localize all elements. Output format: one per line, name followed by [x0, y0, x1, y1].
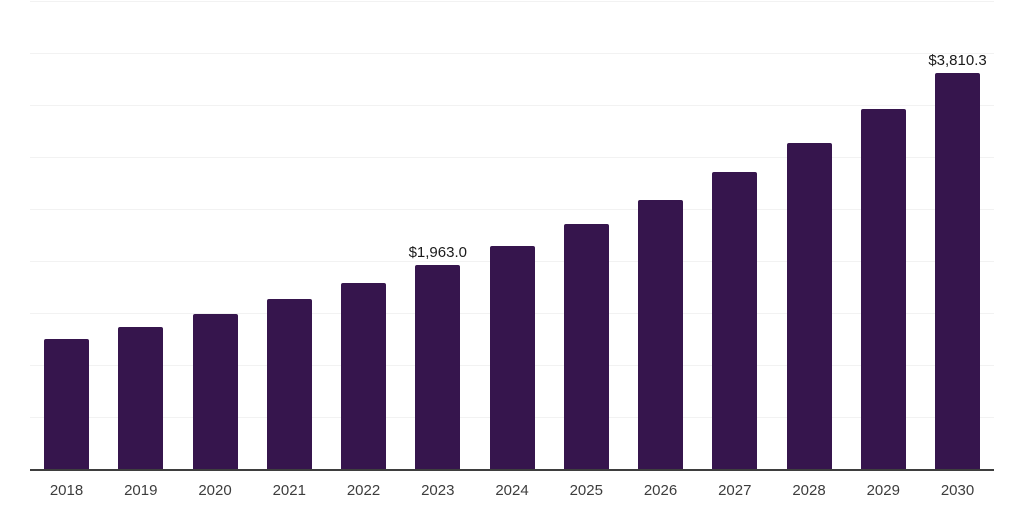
bar-value-label-2030: $3,810.3 [928, 51, 987, 69]
bar-cell-2024 [489, 245, 535, 469]
x-tick-2024: 2024 [495, 482, 529, 499]
x-axis-labels: 2018 2019 2020 2021 2022 2023 2024 2025 2026 2027… [30, 481, 994, 501]
bar-2023 [415, 264, 461, 469]
bar-2029 [860, 109, 906, 469]
x-tick-2027: 2027 [718, 482, 752, 499]
plot-area: $1,963.0 $3,810.3 [30, 1, 994, 471]
x-tick-2025: 2025 [569, 482, 603, 499]
bar-value-label-2023: $1,963.0 [408, 243, 467, 261]
x-tick-2022: 2022 [346, 482, 381, 499]
x-tick-2028: 2028 [792, 482, 826, 499]
bar-2025 [563, 223, 609, 469]
bar-2024 [489, 245, 535, 469]
bar-cell-2022 [341, 282, 386, 469]
bar-2028 [786, 143, 832, 469]
bar-2026 [638, 199, 683, 469]
bar-cell-2025 [563, 223, 609, 469]
x-tick-2030: 2030 [940, 482, 975, 499]
bar-2030 [935, 72, 980, 469]
x-tick-2019: 2019 [124, 482, 158, 499]
x-tick-2020: 2020 [198, 482, 232, 499]
bar-cell-2021 [266, 298, 312, 469]
bar-2020 [192, 314, 238, 469]
x-tick-2018: 2018 [49, 482, 84, 499]
bar-2022 [341, 282, 386, 469]
x-tick-2026: 2026 [643, 482, 678, 499]
bar-cell-2027 [712, 172, 758, 469]
bar-cell-2030: $3,810.3 [928, 52, 987, 469]
bar-cell-2018 [44, 339, 89, 469]
bar-2018 [44, 339, 89, 469]
x-tick-2021: 2021 [272, 482, 306, 499]
bar-cell-2029 [860, 109, 906, 469]
bar-cell-2023: $1,963.0 [409, 244, 467, 469]
bar-cell-2028 [786, 143, 832, 469]
bar-cell-2019 [118, 327, 164, 469]
bars: $1,963.0 $3,810.3 [30, 1, 994, 469]
bar-cell-2020 [192, 314, 238, 469]
bar-2019 [118, 327, 164, 469]
bar-cell-2026 [638, 199, 683, 469]
x-tick-2029: 2029 [866, 482, 900, 499]
bar-2027 [712, 172, 758, 469]
bar-2021 [266, 298, 312, 469]
x-tick-2023: 2023 [421, 482, 455, 499]
